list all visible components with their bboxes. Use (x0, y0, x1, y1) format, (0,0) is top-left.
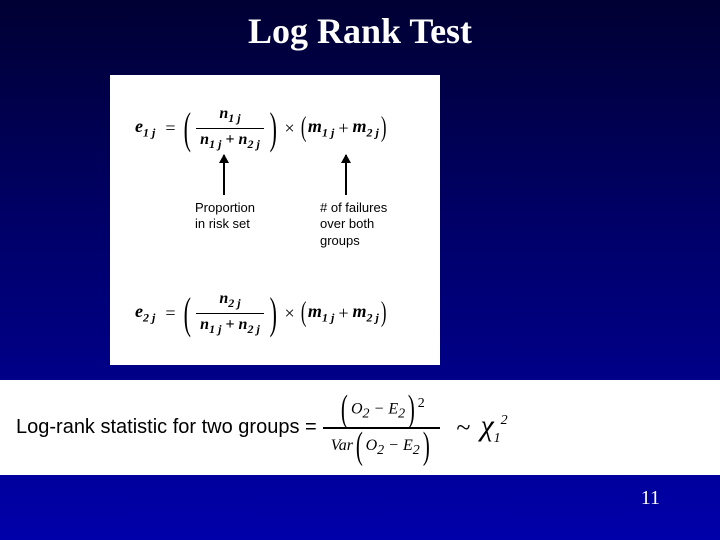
page-number: 11 (641, 487, 660, 510)
formula-box: e1 j = ( n1 j n1 j + n2 j ) × ( m1 j + m… (110, 75, 440, 365)
equation-e1j: e1 j = ( n1 j n1 j + n2 j ) × ( m1 j + m… (135, 105, 388, 152)
arrow-proportion (223, 155, 225, 195)
equation-e2j: e2 j = ( n2 j n1 j + n2 j ) × ( m1 j + m… (135, 290, 388, 337)
slide-title: Log Rank Test (0, 0, 720, 52)
annotation-proportion: Proportion in risk set (195, 200, 255, 233)
stat-fraction: (O2 − E2)2 Var(O2 − E2) (323, 396, 441, 460)
chi-squared: χ12 (480, 409, 507, 447)
stat-label: Log-rank statistic for two groups = (16, 416, 317, 439)
log-rank-statistic: Log-rank statistic for two groups = (O2 … (0, 380, 720, 475)
annotation-failures: # of failures over both groups (320, 200, 387, 249)
sim-symbol: ~ (456, 413, 470, 443)
arrow-failures (345, 155, 347, 195)
